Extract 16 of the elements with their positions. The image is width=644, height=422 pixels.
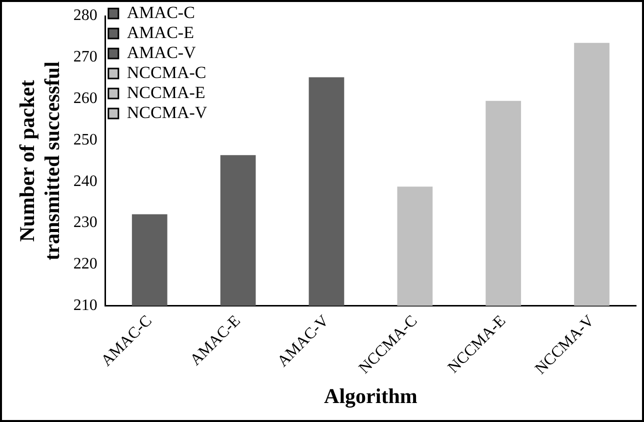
x-axis-title: Algorithm	[324, 384, 418, 408]
legend-label: NCCMA-E	[126, 82, 206, 102]
y-tick-label: 240	[73, 172, 98, 190]
y-tick-label: 280	[73, 7, 98, 24]
y-tick-label: 210	[73, 296, 98, 314]
y-tick-label: 250	[73, 131, 98, 148]
y-tick-label: 220	[73, 256, 98, 273]
y-tick-label: 230	[73, 214, 98, 232]
legend-label: NCCMA-C	[126, 62, 206, 82]
y-tick-label: 260	[73, 90, 98, 107]
y-tick-label: 270	[73, 48, 98, 66]
legend-label: NCCMA-V	[126, 102, 208, 122]
legend-label: AMAC-E	[126, 22, 194, 42]
y-axis-title: Number of packet transmitted successful	[15, 61, 64, 260]
legend-label: AMAC-V	[126, 42, 197, 62]
legend-label: AMAC-C	[126, 2, 195, 22]
